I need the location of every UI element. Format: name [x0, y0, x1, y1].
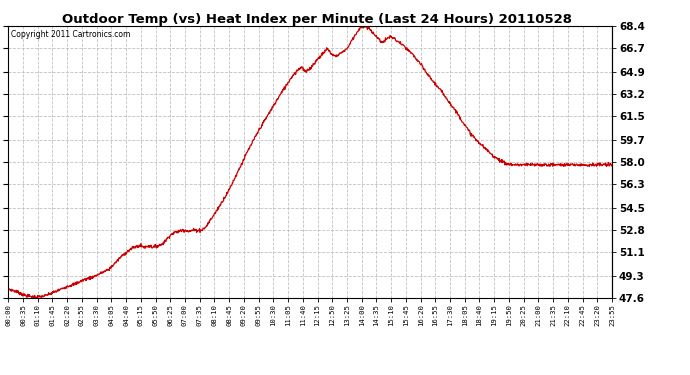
- Text: Outdoor Temp (vs) Heat Index per Minute (Last 24 Hours) 20110528: Outdoor Temp (vs) Heat Index per Minute …: [62, 13, 573, 26]
- Text: Copyright 2011 Cartronics.com: Copyright 2011 Cartronics.com: [11, 30, 130, 39]
